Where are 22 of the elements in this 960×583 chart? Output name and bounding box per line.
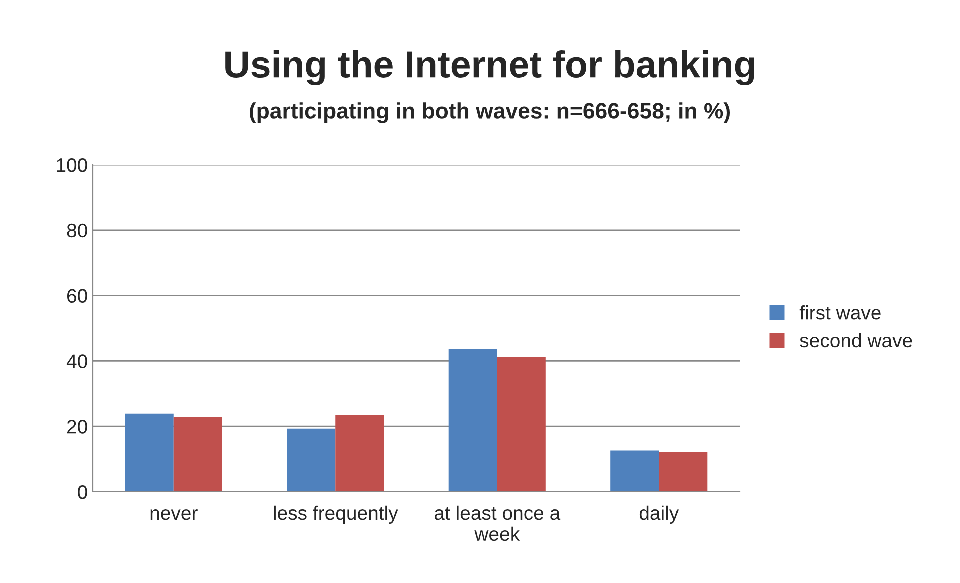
bar: [610, 450, 660, 492]
y-tick-label: 40: [66, 354, 88, 368]
y-tick-label: 100: [57, 158, 88, 172]
bar: [497, 357, 546, 492]
legend-label: second wave: [800, 333, 912, 348]
chart-title: Using the Internet for banking: [226, 50, 754, 86]
bar: [125, 414, 174, 492]
bar: [287, 428, 336, 492]
y-tick-label: 20: [67, 420, 88, 434]
legend-label: first wave: [800, 306, 881, 320]
chart-subtitle: (participating in both waves: n=666-658; in %): [250, 102, 730, 124]
bar: [336, 415, 384, 492]
bar: [448, 349, 498, 492]
bar: [659, 452, 708, 492]
x-tick-label: daily: [640, 506, 680, 524]
y-tick-label: 80: [67, 224, 88, 238]
y-tick-label: 60: [68, 289, 88, 304]
y-tick-label: 0: [78, 485, 88, 500]
x-tick-label: less frequently: [274, 506, 398, 524]
bar: [174, 417, 222, 492]
x-tick-label: at least once a week: [434, 506, 561, 542]
x-tick-label: never: [150, 510, 198, 520]
